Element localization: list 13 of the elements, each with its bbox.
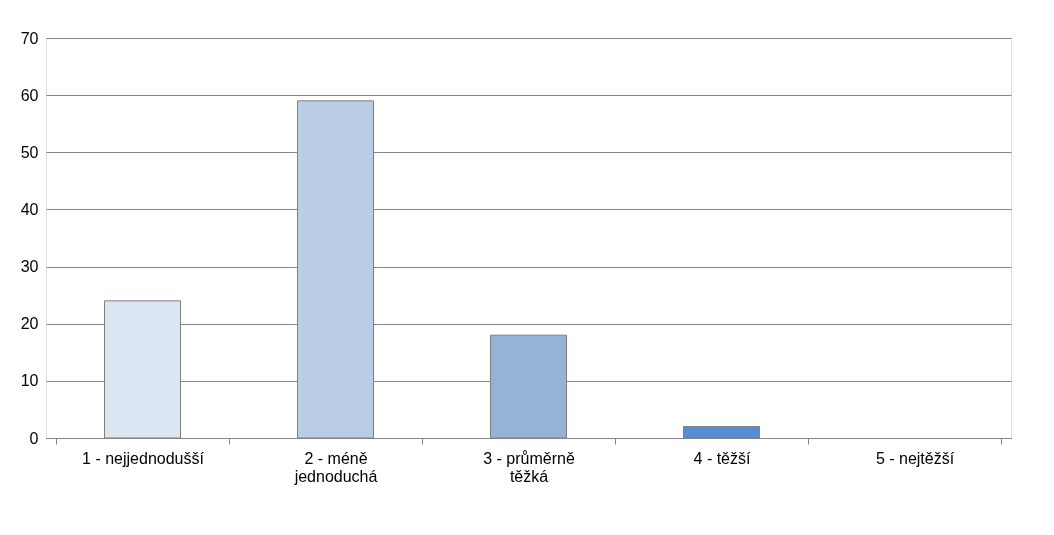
y-tick-label: 20: [20, 315, 39, 333]
y-tick-label: 10: [20, 372, 39, 390]
y-tick-label: 30: [20, 258, 39, 276]
y-tick-label: 60: [20, 86, 39, 104]
y-tick-label: 0: [29, 429, 39, 447]
y-tick-label: 40: [20, 200, 39, 218]
x-tick-label: 4 - těžší: [693, 449, 752, 467]
y-tick-label: 50: [20, 143, 39, 161]
x-tick-label: 3 - průměrně těžká: [483, 449, 575, 485]
y-tick-label: 70: [20, 29, 39, 47]
x-tick-label: 1 - nejjednodušší: [82, 449, 205, 467]
x-tick-label: 5 - nejtěžší: [875, 449, 955, 467]
x-tick-label: 2 - méně jednoduchá: [293, 449, 378, 485]
